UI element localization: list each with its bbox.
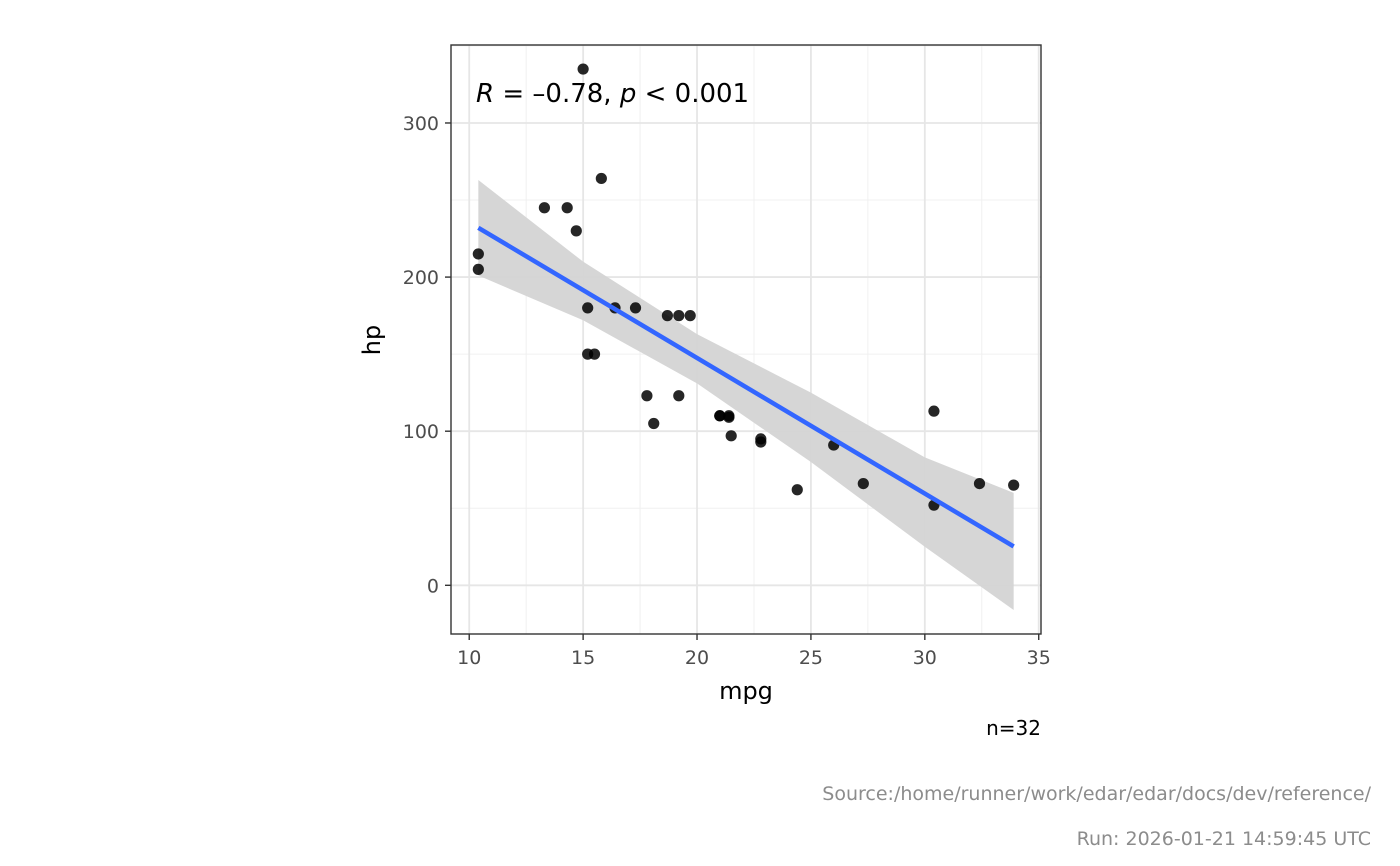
data-point	[714, 410, 726, 422]
y-tick-label: 100	[403, 421, 439, 443]
equals-sign: =	[494, 79, 532, 109]
run-timestamp-footer: Run: 2026-01-21 14:59:45 UTC	[1077, 828, 1371, 850]
y-axis-title: hp	[358, 325, 386, 355]
data-point	[673, 310, 685, 322]
data-point	[641, 390, 653, 402]
data-point	[857, 477, 869, 490]
data-point	[472, 263, 484, 275]
data-point	[577, 63, 589, 75]
r-symbol: R	[476, 79, 494, 109]
data-point	[582, 348, 594, 360]
data-point	[673, 390, 685, 402]
p-symbol: p	[619, 79, 637, 109]
x-tick-label: 25	[799, 647, 823, 669]
data-point	[582, 302, 594, 314]
sample-size-caption: n=32	[986, 716, 1041, 740]
data-point	[595, 172, 607, 185]
p-relation: < 0.001	[636, 79, 749, 109]
x-tick-label: 10	[457, 647, 481, 669]
data-point	[570, 225, 582, 237]
data-point	[629, 302, 642, 314]
y-axis-ticks: 0 100 200 300	[403, 113, 451, 597]
x-tick-label: 15	[571, 647, 595, 669]
y-tick-label: 300	[403, 113, 439, 135]
data-point	[472, 248, 484, 260]
separator: ,	[603, 79, 620, 109]
data-point	[684, 310, 696, 322]
data-point	[538, 202, 550, 214]
data-point	[755, 433, 767, 445]
r-value: –0.78	[532, 79, 603, 109]
x-tick-label: 35	[1027, 647, 1051, 669]
data-point	[973, 477, 986, 490]
data-points	[472, 63, 1020, 511]
x-tick-label: 30	[913, 647, 937, 669]
data-point	[1008, 479, 1020, 491]
data-point	[725, 430, 737, 442]
plot-border	[450, 44, 1042, 635]
y-tick-label: 0	[427, 575, 439, 597]
source-footer: Source:/home/runner/work/edar/edar/docs/…	[822, 783, 1371, 805]
data-point	[723, 411, 735, 423]
y-tick-label: 200	[403, 267, 439, 289]
x-axis-title: mpg	[719, 677, 773, 705]
x-axis-ticks: 10 15 20 25 30 35	[457, 634, 1051, 669]
data-point	[648, 417, 660, 430]
confidence-band	[478, 179, 1014, 610]
x-tick-label: 20	[685, 647, 709, 669]
data-point	[661, 310, 674, 322]
data-point	[928, 405, 940, 417]
correlation-annotation: R = –0.78, p < 0.001	[476, 79, 749, 109]
data-point	[561, 202, 573, 214]
data-point	[791, 484, 803, 496]
fit-line	[477, 225, 1015, 549]
